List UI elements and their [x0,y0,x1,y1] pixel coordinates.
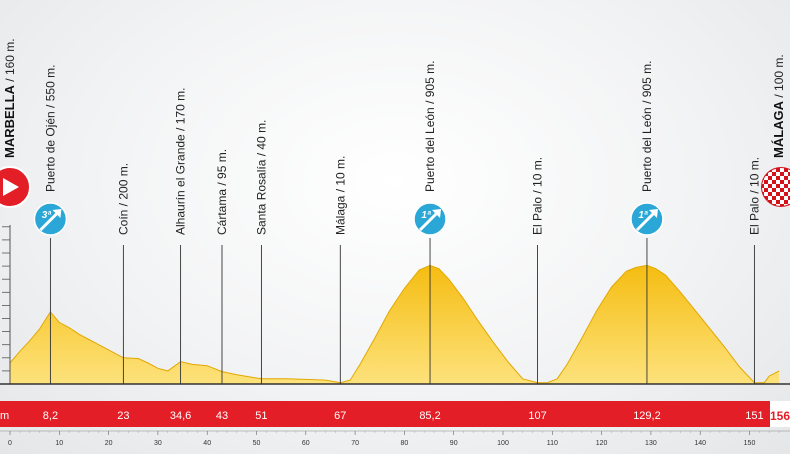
climb-category-label: 1ª [638,210,648,221]
x-tick-label: 70 [351,440,359,447]
x-tick-label: 90 [450,440,458,447]
x-tick-label: 80 [401,440,409,447]
x-tick-label: 10 [55,440,63,447]
x-tick-label: 50 [253,440,261,447]
x-tick-label: 120 [596,440,608,447]
x-tick-label: 20 [105,440,113,447]
elevation-axis [2,225,11,385]
profile-outline [9,264,780,384]
x-tick-label: 150 [744,440,756,447]
climb-category-icon: 1ª [630,202,664,236]
waypoint-label: Puerto de Ojén / 550 m. [43,65,57,192]
x-tick-label: 0 [8,440,12,447]
waypoint-label: Puerto del León / 905 m. [423,61,437,192]
km-labels: 8,2 23 34,6 43 51 67 85,2 107 129,2 151 156 [43,409,790,423]
climb-category-icon: 3ª [33,202,68,236]
waypoint-label: Puerto del León / 905 m. [640,61,654,192]
waypoint-label: Málaga / 10 m. [333,156,347,235]
waypoint-label: Cártama / 95 m. [215,149,229,235]
waypoint-label: El Palo / 10 m. [531,157,545,235]
x-tick-label: 60 [302,440,310,447]
km-label: 107 [528,410,546,422]
km-label: 51 [255,410,267,422]
waypoint-label: Alhaurín el Grande / 170 m. [174,88,188,235]
km-label: 151 [745,410,763,422]
waypoint-label: El Palo / 10 m. [747,157,761,235]
climb-category-label: 1ª [421,210,431,221]
x-axis-ticks: 0 10 20 30 40 50 60 70 80 90 100 110 120 130 140 150 [8,431,780,447]
x-tick-label: 40 [203,440,211,447]
waypoint-label: MARBELLA / 160 m. [2,38,17,158]
km-label: 8,2 [43,410,58,422]
km-band [0,401,790,427]
climb-category-label: 3ª [42,210,52,221]
km-label: 156 [770,409,790,423]
finish-flag-icon [761,167,790,207]
km-label: 43 [216,410,228,422]
km-label: 67 [334,410,346,422]
x-tick-label: 30 [154,440,162,447]
km-label: 129,2 [633,410,661,422]
start-icon [0,166,31,208]
x-tick-label: 140 [694,440,706,447]
km-label: 23 [117,410,129,422]
waypoint-label: Coín / 200 m. [116,163,130,235]
waypoint-lines [49,238,755,384]
km-band-start-label: m [0,410,9,422]
waypoint-labels: MARBELLA / 160 m. Puerto de Ojén / 550 m.… [2,38,786,235]
x-tick-label: 130 [645,440,657,447]
waypoint-label: Santa Rosalía / 40 m. [254,120,268,235]
km-band-finish [770,401,790,427]
climb-category-icon: 1ª [413,202,447,236]
profile-area [10,265,780,384]
km-label: 85,2 [419,410,440,422]
x-tick-label: 110 [547,440,558,447]
km-label: 34,6 [170,410,191,422]
waypoint-label: MÁLAGA / 100 m. [771,54,786,158]
waypoint-icons: 3ª 1ª 1ª [0,166,790,236]
x-tick-label: 100 [497,440,509,447]
elevation-profile [9,264,780,384]
